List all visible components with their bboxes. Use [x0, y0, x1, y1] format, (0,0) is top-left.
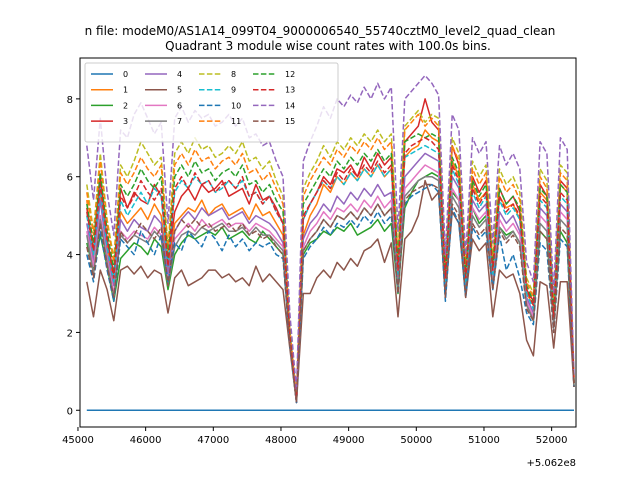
y-tick-label: 2: [67, 328, 73, 339]
legend-label-5: 5: [177, 86, 182, 95]
legend-label-3: 3: [123, 117, 128, 126]
series-line-8: [86, 109, 575, 396]
figure-suptitle: n file: modeM0/AS1A14_099T04_9000006540_…: [85, 24, 556, 38]
y-tick-label: 8: [67, 95, 73, 106]
legend-label-15: 15: [285, 117, 295, 126]
legend-label-7: 7: [177, 117, 182, 126]
legend-label-6: 6: [177, 101, 182, 110]
x-tick-label: 48000: [265, 435, 297, 446]
x-tick-label: 52000: [536, 435, 568, 446]
x-offset-label: +5.062e8: [526, 458, 576, 469]
series-line-15: [86, 183, 575, 404]
y-axis: 0 2 4 6 8: [67, 95, 80, 417]
x-axis: 45000 46000 47000 48000 49000 50000 51000 52000: [62, 427, 568, 446]
legend-label-1: 1: [123, 86, 128, 95]
series-line-3: [86, 98, 575, 400]
series-line-1: [86, 129, 575, 400]
legend-frame: [84, 62, 339, 143]
legend-label-13: 13: [285, 86, 295, 95]
legend-label-8: 8: [231, 70, 236, 79]
series-line-11: [86, 113, 575, 396]
legend-label-11: 11: [231, 117, 241, 126]
legend-label-12: 12: [285, 70, 295, 79]
x-tick-label: 49000: [333, 435, 365, 446]
x-tick-label: 50000: [400, 435, 432, 446]
y-tick-label: 6: [67, 173, 73, 184]
series-line-13: [86, 137, 575, 400]
series-line-2: [86, 172, 575, 404]
legend-label-10: 10: [231, 101, 241, 110]
series-line-10: [86, 183, 575, 404]
legend-label-9: 9: [231, 86, 236, 95]
legend-label-14: 14: [285, 101, 295, 110]
legend-label-2: 2: [123, 101, 128, 110]
y-tick-label: 0: [67, 406, 73, 417]
x-tick-label: 47000: [197, 435, 229, 446]
legend-label-4: 4: [177, 70, 182, 79]
y-tick-label: 4: [67, 251, 73, 262]
axes-frame: [79, 57, 577, 428]
x-tick-label: 46000: [130, 435, 162, 446]
series-line-5: [86, 179, 575, 404]
chart-title: Quadrant 3 module wise count rates with …: [165, 39, 491, 53]
legend-label-0: 0: [123, 70, 128, 79]
x-tick-label: 51000: [468, 435, 500, 446]
x-tick-label: 45000: [62, 435, 94, 446]
